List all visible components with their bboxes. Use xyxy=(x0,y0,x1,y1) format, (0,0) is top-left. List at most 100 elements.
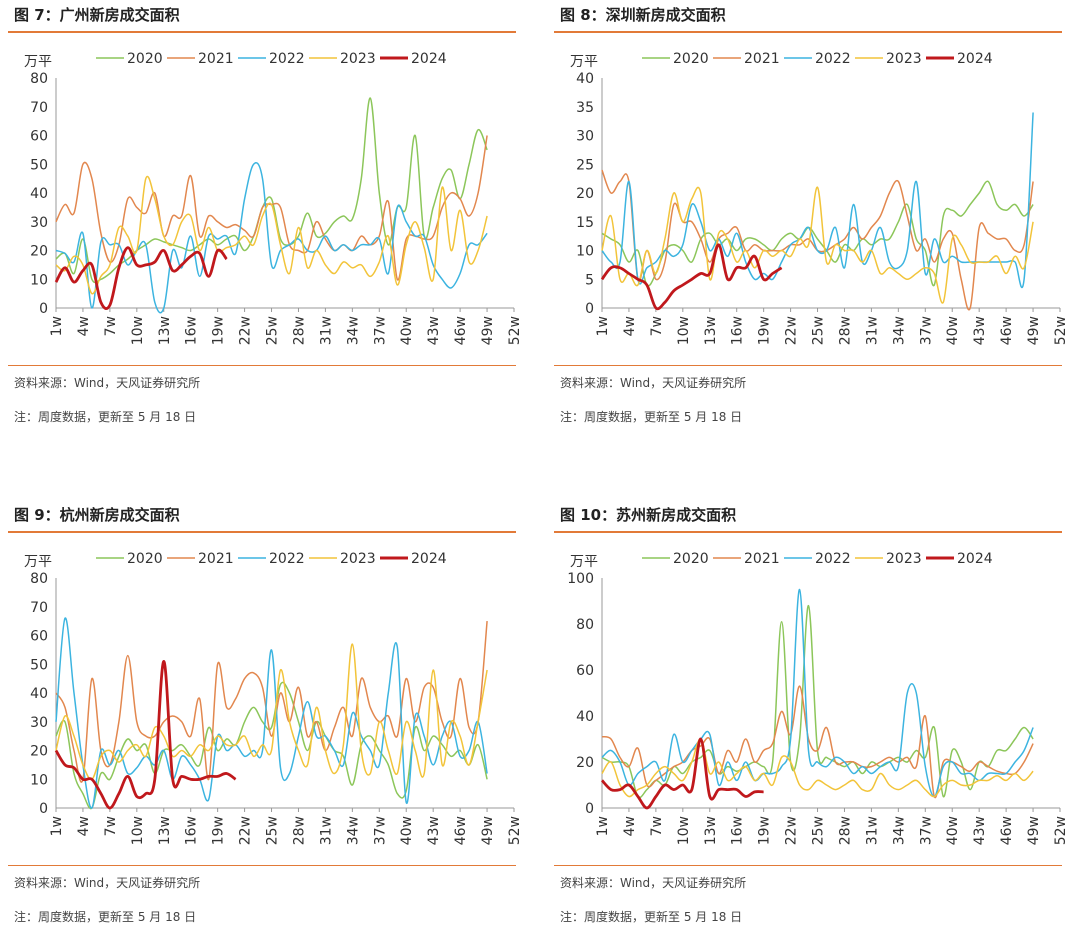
legend-label-2020: 2020 xyxy=(127,51,163,67)
legend-label-2020: 2020 xyxy=(673,551,709,567)
series-line-2023 xyxy=(55,643,488,781)
legend-label-2022: 2022 xyxy=(815,551,851,567)
legend-label-2022: 2022 xyxy=(269,51,305,67)
source-note: 资料来源：Wind，天风证券研究所 xyxy=(560,876,747,890)
y-tick-label: 40 xyxy=(30,686,48,702)
x-tick-label: 28w xyxy=(837,816,853,845)
x-tick-label: 10w xyxy=(130,316,146,345)
x-tick-label: 37w xyxy=(372,816,388,845)
series-line-2024 xyxy=(600,737,764,810)
y-tick-label: 20 xyxy=(576,755,594,771)
x-tick-label: 4w xyxy=(622,316,638,336)
legend-label-2024: 2024 xyxy=(957,551,993,567)
y-axis-unit-label: 万平 xyxy=(570,54,598,70)
x-tick-label: 7w xyxy=(649,316,665,336)
x-tick-label: 46w xyxy=(453,316,469,345)
y-tick-label: 100 xyxy=(567,571,594,587)
series-line-2020 xyxy=(601,604,1034,799)
y-tick-label: 60 xyxy=(30,129,48,145)
x-tick-label: 31w xyxy=(864,816,880,845)
chart-title: 图 7：广州新房成交面积 xyxy=(14,6,180,24)
y-tick-label: 0 xyxy=(39,301,48,317)
x-tick-label: 22w xyxy=(238,316,254,345)
y-tick-label: 50 xyxy=(30,657,48,673)
x-tick-label: 25w xyxy=(811,316,827,345)
x-tick-label: 37w xyxy=(918,316,934,345)
x-tick-label: 4w xyxy=(76,316,92,336)
series-line-2020 xyxy=(601,180,1034,287)
y-tick-label: 30 xyxy=(576,129,594,145)
x-tick-label: 22w xyxy=(784,816,800,845)
series-line-2023 xyxy=(601,186,1034,304)
x-tick-label: 19w xyxy=(757,816,773,845)
y-axis-unit-label: 万平 xyxy=(24,54,52,70)
x-tick-label: 1w xyxy=(49,316,65,336)
y-tick-label: 10 xyxy=(576,244,594,260)
x-tick-label: 28w xyxy=(837,316,853,345)
series-line-2023 xyxy=(601,738,1034,798)
x-tick-label: 19w xyxy=(211,316,227,345)
x-tick-label: 7w xyxy=(649,816,665,836)
x-tick-label: 7w xyxy=(103,316,119,336)
y-tick-label: 50 xyxy=(30,157,48,173)
source-note: 资料来源：Wind，天风证券研究所 xyxy=(14,876,201,890)
y-tick-label: 70 xyxy=(30,600,48,616)
legend-label-2023: 2023 xyxy=(886,51,922,67)
x-tick-label: 7w xyxy=(103,816,119,836)
x-tick-label: 52w xyxy=(1053,816,1069,845)
source-rule xyxy=(554,365,1062,366)
chart-title: 图 8：深圳新房成交面积 xyxy=(560,6,726,24)
x-tick-label: 43w xyxy=(972,816,988,845)
y-tick-label: 20 xyxy=(30,744,48,760)
y-tick-label: 40 xyxy=(30,186,48,202)
legend-label-2021: 2021 xyxy=(198,51,234,67)
x-tick-label: 4w xyxy=(76,816,92,836)
series-line-2020 xyxy=(55,681,488,810)
y-tick-label: 5 xyxy=(585,272,594,288)
data-note: 注：周度数据，更新至 5 月 18 日 xyxy=(560,410,743,424)
legend-label-2024: 2024 xyxy=(411,51,447,67)
x-tick-label: 46w xyxy=(999,816,1015,845)
chart-panel-hangzhou: 图 9：杭州新房成交面积 万平 0 10 20 30 40 50 60 70 80 1w 4w 7w 10… xyxy=(0,500,524,940)
x-tick-label: 13w xyxy=(703,316,719,345)
chart-panel-shenzhen: 图 8：深圳新房成交面积 万平 0 5 10 15 20 25 30 35 40 1w 4w 7w 10w… xyxy=(546,0,1070,440)
legend-label-2020: 2020 xyxy=(673,51,709,67)
legend-label-2021: 2021 xyxy=(198,551,234,567)
series-line-2022 xyxy=(601,588,1034,798)
line-chart-shenzhen: 万平 0 5 10 15 20 25 30 35 40 1w 4w 7w 10w 13w 16w 19w 22w 2… xyxy=(570,51,1069,345)
y-tick-label: 30 xyxy=(30,715,48,731)
x-tick-label: 34w xyxy=(345,816,361,845)
series-line-2023 xyxy=(55,175,488,295)
y-tick-label: 25 xyxy=(576,157,594,173)
x-tick-label: 28w xyxy=(291,816,307,845)
x-tick-label: 34w xyxy=(891,816,907,845)
data-note: 注：周度数据，更新至 5 月 18 日 xyxy=(14,410,197,424)
title-rule xyxy=(8,31,516,33)
x-tick-label: 52w xyxy=(507,816,523,845)
legend-label-2021: 2021 xyxy=(744,51,780,67)
series-line-2024 xyxy=(600,243,783,311)
x-tick-label: 10w xyxy=(676,316,692,345)
x-tick-label: 52w xyxy=(1053,316,1069,345)
line-chart-suzhou: 万平 0 20 40 60 80 100 1w 4w 7w 10w 13w 16w 19w 22w 25w 28… xyxy=(567,551,1069,845)
y-tick-label: 10 xyxy=(30,272,48,288)
title-rule xyxy=(8,531,516,533)
x-tick-label: 40w xyxy=(945,816,961,845)
title-rule xyxy=(554,31,1062,33)
data-note: 注：周度数据，更新至 5 月 18 日 xyxy=(560,910,743,924)
x-tick-label: 1w xyxy=(595,816,611,836)
x-tick-label: 46w xyxy=(999,316,1015,345)
y-tick-label: 35 xyxy=(576,100,594,116)
source-rule xyxy=(554,865,1062,866)
x-tick-label: 19w xyxy=(211,816,227,845)
line-chart-hangzhou: 万平 0 10 20 30 40 50 60 70 80 1w 4w 7w 10w 13w 16w 19w 22w… xyxy=(24,551,523,845)
chart-title: 图 9：杭州新房成交面积 xyxy=(14,506,180,524)
x-tick-label: 1w xyxy=(49,816,65,836)
series-line-2022 xyxy=(601,112,1034,289)
y-tick-label: 60 xyxy=(30,629,48,645)
series-line-2020 xyxy=(55,97,488,284)
series-line-2021 xyxy=(601,685,1034,799)
legend-label-2023: 2023 xyxy=(340,551,376,567)
line-chart-guangzhou: 万平 0 10 20 30 40 50 60 70 80 1w 4w 7w 10w 13w 16w 19w 22w… xyxy=(24,51,523,345)
x-tick-label: 40w xyxy=(945,316,961,345)
